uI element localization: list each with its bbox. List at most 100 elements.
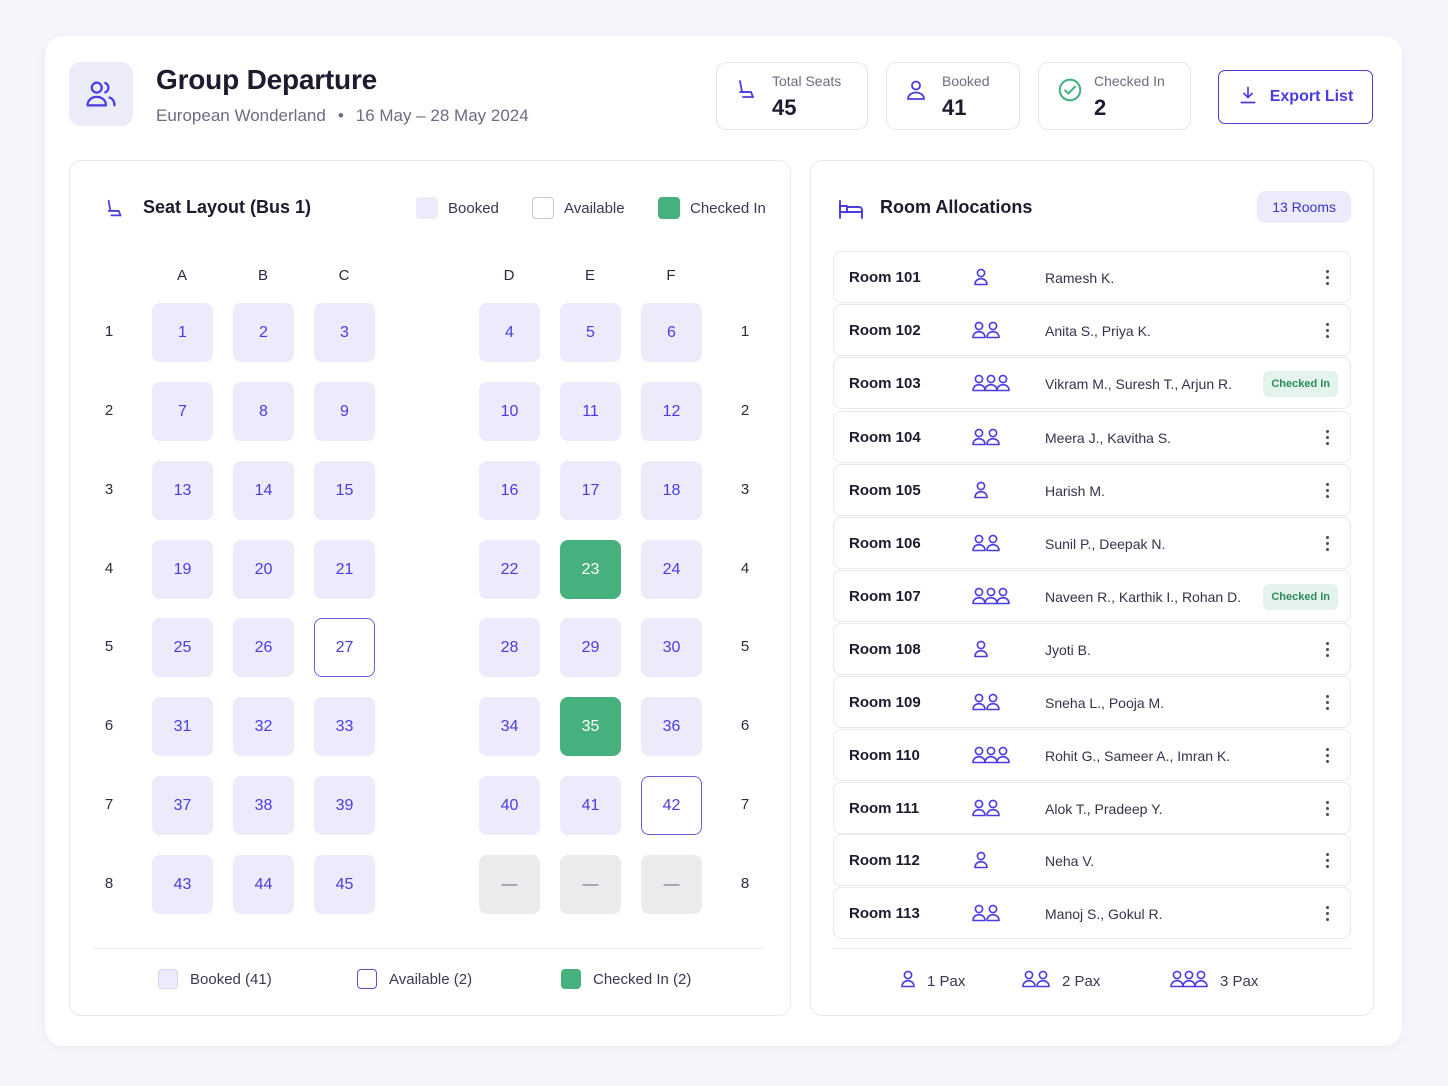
bed-icon xyxy=(838,198,864,225)
seat-booked[interactable]: 9 xyxy=(314,382,375,441)
seat-booked[interactable]: 28 xyxy=(479,618,540,677)
room-name: Room 113 xyxy=(849,905,920,922)
seat-booked[interactable]: 26 xyxy=(233,618,294,677)
seat-booked[interactable]: 38 xyxy=(233,776,294,835)
more-options-icon[interactable] xyxy=(1318,478,1336,502)
row-number-right: 3 xyxy=(740,481,750,498)
room-row[interactable]: Room 109 Sneha L., Pooja M. xyxy=(833,676,1351,728)
seat-booked[interactable]: 8 xyxy=(233,382,294,441)
seat-checked[interactable]: 35 xyxy=(560,697,621,756)
two-pax-icon xyxy=(972,692,1002,717)
more-options-icon[interactable] xyxy=(1318,901,1336,925)
room-name: Room 109 xyxy=(849,694,921,711)
room-row[interactable]: Room 105 Harish M. xyxy=(833,464,1351,516)
seat-booked[interactable]: 11 xyxy=(560,382,621,441)
seat-booked[interactable]: 19 xyxy=(152,540,213,599)
seat-booked[interactable]: 44 xyxy=(233,855,294,914)
two-pax-icon xyxy=(972,798,1002,823)
seat-booked[interactable]: 13 xyxy=(152,461,213,520)
column-header-b: B xyxy=(257,267,268,284)
seat-booked[interactable]: 6 xyxy=(641,303,702,362)
legend-available-label: Available xyxy=(564,199,625,217)
room-row[interactable]: Room 107 Naveen R., Karthik I., Rohan D. C… xyxy=(833,570,1351,622)
available-swatch xyxy=(357,969,377,989)
seat-unavailable: — xyxy=(641,855,702,914)
seat-booked[interactable]: 4 xyxy=(479,303,540,362)
seat-checked[interactable]: 23 xyxy=(560,540,621,599)
summary-available-label: Available (2) xyxy=(389,970,473,988)
more-options-icon[interactable] xyxy=(1318,637,1336,661)
seat-booked[interactable]: 37 xyxy=(152,776,213,835)
summary-booked: Booked (41) xyxy=(158,969,272,989)
seat-booked[interactable]: 31 xyxy=(152,697,213,756)
room-row[interactable]: Room 103 Vikram M., Suresh T., Arjun R. Ch… xyxy=(833,357,1351,409)
stat-checked-label: Checked In xyxy=(1094,73,1165,89)
room-row[interactable]: Room 101 Ramesh K. xyxy=(833,251,1351,303)
room-row[interactable]: Room 113 Manoj S., Gokul R. xyxy=(833,887,1351,939)
seat-booked[interactable]: 18 xyxy=(641,461,702,520)
seat-booked[interactable]: 29 xyxy=(560,618,621,677)
more-options-icon[interactable] xyxy=(1318,425,1336,449)
more-options-icon[interactable] xyxy=(1318,743,1336,767)
stat-checked-value: 2 xyxy=(1094,95,1107,120)
room-name: Room 112 xyxy=(849,852,920,869)
room-row[interactable]: Room 104 Meera J., Kavitha S. xyxy=(833,411,1351,463)
seat-booked[interactable]: 39 xyxy=(314,776,375,835)
stat-total-seats: Total Seats 45 xyxy=(716,62,868,130)
row-number-left: 6 xyxy=(104,717,114,734)
stat-total-label: Total Seats xyxy=(772,73,842,89)
seat-booked[interactable]: 32 xyxy=(233,697,294,756)
pax-legend-3-label: 3 Pax xyxy=(1220,972,1259,990)
room-row[interactable]: Room 106 Sunil P., Deepak N. xyxy=(833,517,1351,569)
more-options-icon[interactable] xyxy=(1318,690,1336,714)
room-row[interactable]: Room 108 Jyoti B. xyxy=(833,623,1351,675)
seat-booked[interactable]: 16 xyxy=(479,461,540,520)
seat-booked[interactable]: 22 xyxy=(479,540,540,599)
summary-checked-in: Checked In (2) xyxy=(561,969,691,989)
rooms-count-badge: 13 Rooms xyxy=(1257,191,1351,223)
stat-total-value: 45 xyxy=(772,95,797,120)
seat-booked[interactable]: 3 xyxy=(314,303,375,362)
seat-booked[interactable]: 43 xyxy=(152,855,213,914)
seat-booked[interactable]: 5 xyxy=(560,303,621,362)
more-options-icon[interactable] xyxy=(1318,265,1336,289)
seat-booked[interactable]: 17 xyxy=(560,461,621,520)
seat-booked[interactable]: 34 xyxy=(479,697,540,756)
two-pax-icon xyxy=(972,533,1002,558)
seat-booked[interactable]: 40 xyxy=(479,776,540,835)
pax-legend-2-label: 2 Pax xyxy=(1062,972,1101,990)
seat-booked[interactable]: 20 xyxy=(233,540,294,599)
seat-available[interactable]: 42 xyxy=(641,776,702,835)
seat-booked[interactable]: 12 xyxy=(641,382,702,441)
page-title: Group Departure xyxy=(156,64,378,95)
room-row[interactable]: Room 102 Anita S., Priya K. xyxy=(833,304,1351,356)
download-icon xyxy=(1238,85,1258,110)
seat-booked[interactable]: 15 xyxy=(314,461,375,520)
row-number-right: 1 xyxy=(740,323,750,340)
seat-booked[interactable]: 30 xyxy=(641,618,702,677)
seat-booked[interactable]: 21 xyxy=(314,540,375,599)
seat-booked[interactable]: 10 xyxy=(479,382,540,441)
stat-booked: Booked 41 xyxy=(886,62,1020,130)
two-pax-icon xyxy=(1022,969,1052,993)
seat-booked[interactable]: 1 xyxy=(152,303,213,362)
seat-booked[interactable]: 7 xyxy=(152,382,213,441)
seat-booked[interactable]: 2 xyxy=(233,303,294,362)
more-options-icon[interactable] xyxy=(1318,318,1336,342)
more-options-icon[interactable] xyxy=(1318,848,1336,872)
more-options-icon[interactable] xyxy=(1318,531,1336,555)
page-subtitle: European Wonderland • 16 May – 28 May 20… xyxy=(156,106,529,126)
export-list-button[interactable]: Export List xyxy=(1218,70,1373,124)
room-row[interactable]: Room 111 Alok T., Pradeep Y. xyxy=(833,782,1351,834)
seat-booked[interactable]: 33 xyxy=(314,697,375,756)
room-row[interactable]: Room 112 Neha V. xyxy=(833,834,1351,886)
more-options-icon[interactable] xyxy=(1318,796,1336,820)
seat-booked[interactable]: 25 xyxy=(152,618,213,677)
seat-booked[interactable]: 24 xyxy=(641,540,702,599)
seat-booked[interactable]: 45 xyxy=(314,855,375,914)
seat-available[interactable]: 27 xyxy=(314,618,375,677)
seat-booked[interactable]: 41 xyxy=(560,776,621,835)
seat-booked[interactable]: 14 xyxy=(233,461,294,520)
room-row[interactable]: Room 110 Rohit G., Sameer A., Imran K. xyxy=(833,729,1351,781)
seat-booked[interactable]: 36 xyxy=(641,697,702,756)
